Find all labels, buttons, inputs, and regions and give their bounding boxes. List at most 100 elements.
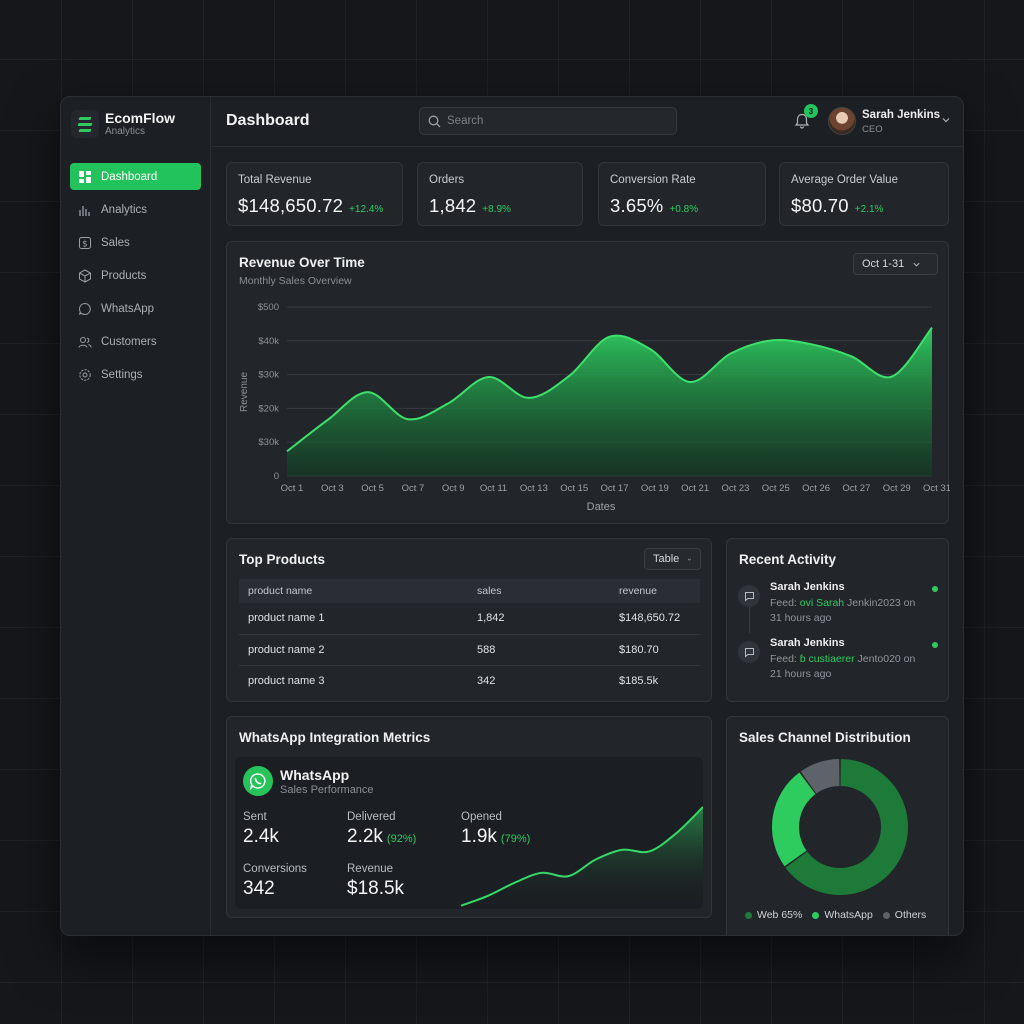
- x-tick-label: Oct 31: [923, 483, 950, 494]
- whatsapp-trend-area: [461, 807, 703, 909]
- chart-title: Revenue Over Time: [239, 255, 365, 270]
- sidebar: EcomFlow Analytics Dashboard Analytics $: [61, 97, 211, 935]
- x-tick-label: Oct 26: [802, 483, 830, 494]
- x-axis-label: Dates: [587, 501, 616, 513]
- product-name-cell: product name 3: [248, 674, 325, 687]
- legend-label: WhatsApp: [824, 909, 873, 921]
- brand-logo-icon: [71, 110, 99, 138]
- kpi-value: 1,842 +8.9%: [429, 195, 511, 216]
- sidebar-item-analytics[interactable]: Analytics: [70, 196, 201, 223]
- notification-badge: 3: [804, 104, 818, 118]
- sidebar-item-label: Analytics: [101, 203, 148, 216]
- chevron-down-icon[interactable]: [941, 115, 951, 125]
- metric-sent-label: Sent: [243, 811, 267, 823]
- products-icon: [78, 268, 92, 283]
- kpi-label: Orders: [429, 174, 465, 186]
- revenue-cell: $185.5k: [619, 674, 659, 687]
- dashboard-icon: [78, 170, 92, 184]
- user-name[interactable]: Sarah Jenkins: [862, 109, 940, 121]
- sales-channel-card: Sales Channel Distribution Web 65% Whats…: [726, 716, 949, 935]
- svg-text:$: $: [82, 239, 87, 249]
- date-range-select[interactable]: Oct 1-31: [853, 253, 938, 275]
- topbar: Dashboard 3 Sarah Jenkins CEO: [211, 97, 963, 147]
- user-role: CEO: [862, 124, 883, 135]
- donut-slice-others[interactable]: [800, 759, 840, 794]
- chevron-down-icon: [913, 262, 920, 267]
- search-input[interactable]: [447, 115, 667, 127]
- kpi-change: +8.9%: [482, 204, 511, 215]
- sales-cell: 588: [477, 634, 619, 666]
- x-tick-label: Oct 17: [601, 483, 629, 494]
- product-name-cell: product name 1: [239, 603, 477, 635]
- donut-slice-web[interactable]: [785, 759, 908, 895]
- table-row[interactable]: product name 3 342 $185.5k: [239, 665, 700, 696]
- sidebar-item-label: Settings: [101, 368, 143, 381]
- page-title: Dashboard: [226, 112, 310, 129]
- sidebar-item-whatsapp[interactable]: WhatsApp: [70, 295, 201, 322]
- x-tick-label: Oct 29: [883, 483, 911, 494]
- brand-name: EcomFlow: [105, 110, 176, 126]
- sidebar-item-settings[interactable]: Settings: [70, 361, 201, 388]
- view-select[interactable]: Table: [644, 548, 701, 570]
- metric-opened-label: Opened: [461, 811, 502, 823]
- customers-icon: [78, 335, 92, 349]
- legend-item-others: Others: [882, 909, 926, 921]
- chat-icon: [738, 585, 760, 607]
- timeline-connector: [749, 607, 750, 633]
- sidebar-item-products[interactable]: Products: [70, 262, 201, 289]
- avatar[interactable]: [828, 107, 856, 135]
- sidebar-item-dashboard[interactable]: Dashboard: [70, 163, 201, 190]
- kpi-change: +0.8%: [669, 204, 699, 215]
- analytics-icon: [78, 203, 92, 217]
- legend-pct: 65%: [781, 909, 803, 921]
- table-row[interactable]: product name 1 1,842 $148,650.72: [239, 603, 700, 635]
- x-tick-label: Oct 21: [681, 483, 709, 494]
- y-tick-label: $20k: [258, 403, 279, 414]
- unread-dot: [932, 586, 938, 592]
- unread-dot: [932, 642, 938, 648]
- whatsapp-subtitle: Sales Performance: [280, 784, 374, 796]
- legend-item-web: Web 65%: [745, 909, 802, 921]
- x-tick-label: Oct 13: [520, 483, 548, 494]
- x-tick-label: Oct 11: [480, 483, 507, 494]
- chevron-down-icon: [688, 558, 692, 561]
- kpi-change: +2.1%: [854, 204, 884, 215]
- column-header[interactable]: revenue: [619, 579, 700, 603]
- top-products-card: Top Products Table product name sales re…: [226, 538, 712, 702]
- column-header[interactable]: product name: [239, 579, 477, 603]
- legend-dot: [882, 911, 890, 919]
- y-tick-label: $30k: [258, 437, 279, 448]
- metric-opened-value: 1.9k (79%): [461, 826, 531, 847]
- whatsapp-icon: [78, 302, 92, 316]
- whatsapp-metrics-title: WhatsApp Integration Metrics: [239, 730, 431, 745]
- whatsapp-logo-icon: [243, 766, 273, 796]
- kpi-label: Total Revenue: [238, 174, 312, 186]
- brand[interactable]: EcomFlow Analytics: [71, 110, 175, 138]
- y-tick-label: $30k: [258, 370, 279, 381]
- products-table: product name sales revenue product name …: [239, 579, 700, 696]
- legend-dot: [745, 911, 752, 919]
- view-select-label: Table: [653, 553, 680, 565]
- column-header[interactable]: sales: [477, 579, 619, 603]
- sidebar-item-customers[interactable]: Customers: [70, 328, 201, 355]
- settings-icon: [78, 368, 92, 382]
- recent-activity-card: Recent Activity Sarah Jenkins Feed: ovi …: [726, 538, 949, 702]
- top-products-title: Top Products: [239, 552, 325, 567]
- kpi-value: 3.65% +0.8%: [610, 195, 699, 216]
- search-box[interactable]: [419, 107, 677, 135]
- kpi-card-conversion-rate: Conversion Rate 3.65% +0.8%: [598, 162, 766, 226]
- chat-icon: [738, 641, 760, 663]
- kpi-change: +12.4%: [349, 204, 384, 215]
- table-row[interactable]: product name 2 588 $180.70: [239, 634, 700, 666]
- sidebar-item-sales[interactable]: $ Sales: [70, 229, 201, 256]
- metric-delivered-label: Delivered: [347, 811, 396, 823]
- donut-slice-whatsapp[interactable]: [772, 772, 816, 867]
- x-tick-label: Oct 15: [560, 483, 588, 494]
- chart-subtitle: Monthly Sales Overview: [239, 275, 352, 287]
- sidebar-item-label: Products: [101, 269, 147, 282]
- x-tick-label: Oct 23: [721, 483, 749, 494]
- x-tick-label: Oct 27: [842, 483, 870, 494]
- sidebar-item-label: WhatsApp: [101, 302, 155, 315]
- whatsapp-name: WhatsApp: [280, 767, 350, 783]
- kpi-label: Conversion Rate: [610, 174, 696, 186]
